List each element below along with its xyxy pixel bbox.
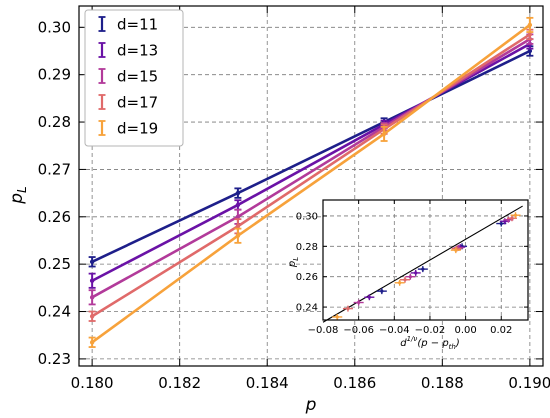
series-line-d=17 [91, 33, 531, 318]
main-y-tick-label: 0.29 [38, 66, 71, 84]
inset-data-point-d=13 [414, 271, 418, 275]
inset-y-axis-label-subscript: L [292, 257, 300, 261]
legend-label-d=19: d=19 [117, 120, 158, 138]
inset-x-tick-label: 0.00 [454, 325, 476, 336]
main-x-tick-label: 0.186 [333, 374, 376, 392]
data-point-d=11 [527, 48, 533, 54]
inset-y-tick-label: 0.26 [296, 272, 318, 283]
main-y-axis-label-subscript: L [15, 186, 29, 193]
inset-data-point-d=17 [346, 307, 350, 311]
inset-x-tick-label: 0.02 [490, 325, 512, 336]
legend-box [84, 9, 184, 147]
inset-data-point-d=15 [408, 275, 412, 279]
inset-data-point-d=17 [510, 216, 514, 220]
main-y-tick-label: 0.23 [38, 350, 71, 368]
inset-data-point-d=13 [503, 219, 507, 223]
inset-x-tick-label: −0.06 [343, 325, 374, 336]
main-plot-frame [78, 5, 544, 367]
main-y-tick-label: 0.25 [38, 255, 71, 273]
inset-y-tick-label: 0.24 [296, 303, 318, 314]
main-series [88, 16, 534, 348]
legend: d=11 d=13 d=15 d=17 d=19 [84, 9, 184, 147]
inset-data-point-d=15 [357, 300, 361, 305]
data-point-d=19 [235, 233, 241, 238]
inset-data-point-d=11 [421, 267, 425, 271]
inset-x-tick-label: −0.02 [415, 325, 446, 336]
inset-x-axis-label-close: ) [455, 338, 460, 349]
main-x-tick-label: 0.184 [246, 374, 289, 392]
inset-x-axis-label-exponent: 1/ν [407, 335, 418, 343]
inset-y-tick-label: 0.28 [296, 242, 318, 253]
data-point-d=17 [89, 314, 95, 319]
main-y-axis-label: pL [7, 186, 29, 204]
inset-background [323, 200, 528, 320]
main-x-tick-label: 0.180 [71, 374, 114, 392]
main-x-tick-label: 0.190 [508, 374, 550, 392]
legend-label-d=15: d=15 [117, 68, 158, 86]
data-point-d=17 [527, 32, 533, 37]
inset-y-axis-label: pL [287, 257, 300, 268]
data-point-d=19 [381, 131, 387, 137]
main-x-tick-label: 0.188 [421, 374, 464, 392]
inset-data-point-d=19 [398, 281, 402, 285]
inset-data-point-d=19 [513, 213, 518, 217]
inset-x-tick-label: −0.08 [308, 325, 339, 336]
legend-label-d=13: d=13 [117, 42, 158, 60]
main-x-axis-label: p [305, 395, 317, 415]
inset-plot-frame [322, 199, 529, 321]
main-x-tick-label: 0.182 [158, 374, 201, 392]
inset-data-point-d=15 [506, 218, 510, 222]
inset-data-point-d=11 [380, 289, 384, 293]
inset-x-axis-label-subscript: th [449, 343, 456, 351]
main-y-tick-label: 0.26 [38, 208, 71, 226]
main-y-tick-label: 0.28 [38, 113, 71, 131]
inset-series [332, 212, 521, 320]
data-point-d=17 [235, 224, 241, 229]
legend-label-d=11: d=11 [117, 16, 158, 34]
inset-x-tick-label: −0.04 [379, 325, 410, 336]
data-point-d=15 [235, 214, 241, 219]
data-point-d=15 [89, 295, 95, 300]
legend-label-d=17: d=17 [117, 94, 158, 112]
inset-ticks: −0.08 −0.06 −0.04 −0.02 0.00 0.02 0.24 0.26 0.28… [296, 200, 528, 336]
data-point-d=19 [527, 22, 533, 28]
data-point-d=19 [89, 340, 95, 345]
main-ticks: 0.180 0.182 0.184 0.186 0.188 0.190 0.23 0.24 0.… [38, 6, 550, 392]
inset-data-point-d=13 [367, 295, 371, 299]
data-point-d=13 [235, 202, 241, 208]
data-point-d=11 [235, 190, 241, 196]
inset-data-point-d=17 [403, 278, 407, 282]
series-line-d=19 [91, 23, 531, 344]
main-y-tick-label: 0.27 [38, 160, 71, 178]
main-y-tick-label: 0.30 [38, 18, 71, 36]
inset-y-tick-label: 0.30 [296, 211, 318, 222]
inset-data-point-d=11 [499, 221, 503, 226]
inset-x-axis-label: d1/ν(p − pth) [400, 335, 460, 351]
series-line-d=11 [91, 49, 531, 263]
main-grid [79, 6, 543, 366]
inset-chart: −0.08 −0.06 −0.04 −0.02 0.00 0.02 0.24 0.26 0.28… [287, 199, 529, 351]
data-point-d=11 [89, 259, 95, 264]
main-y-tick-label: 0.24 [38, 303, 71, 321]
inset-data-point-d=19 [454, 248, 458, 252]
data-point-d=13 [89, 278, 95, 283]
inset-data-point-d=19 [335, 315, 339, 319]
inset-x-axis-label-body: (p − p [417, 338, 448, 349]
